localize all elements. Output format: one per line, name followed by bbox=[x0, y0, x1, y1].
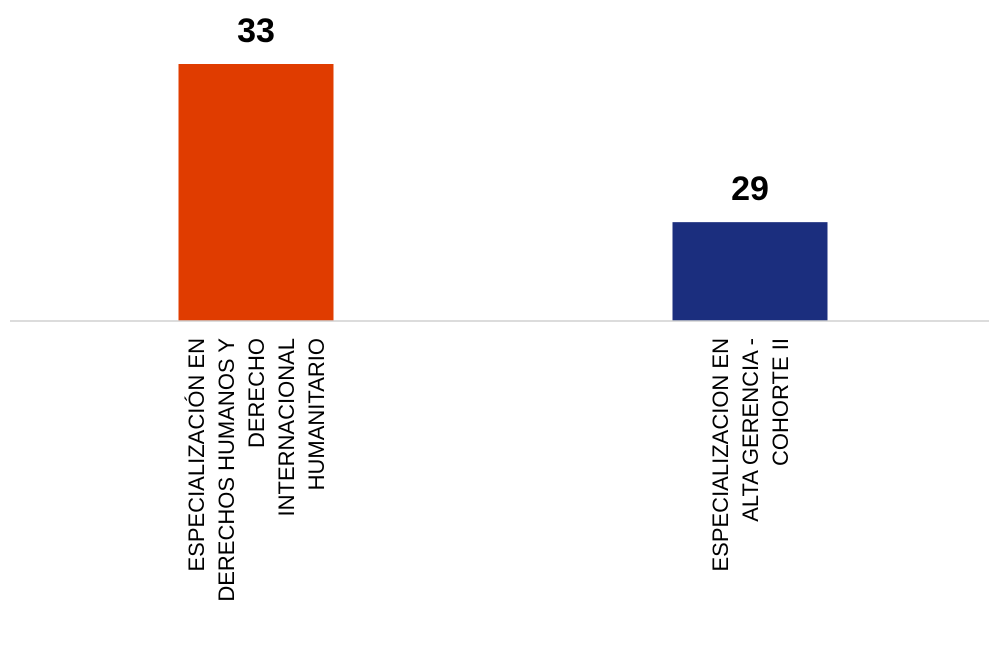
category-label-2: ESPECIALIZACION EN ALTA GERENCIA - COHORTE… bbox=[708, 338, 793, 572]
category-label-line: DERECHO bbox=[244, 338, 269, 448]
value-label-1: 33 bbox=[237, 12, 275, 50]
value-labels-group: 33 29 bbox=[237, 12, 769, 208]
category-label-line: ESPECIALIZACION EN bbox=[708, 338, 733, 572]
bar-1 bbox=[178, 64, 334, 321]
bar-2 bbox=[672, 222, 828, 321]
category-label-line: HUMANITARIO bbox=[304, 338, 329, 490]
bars-group bbox=[178, 64, 828, 321]
category-label-1: ESPECIALIZACIÓN EN DERECHOS HUMANOS Y DERE… bbox=[184, 338, 329, 602]
category-labels-group: ESPECIALIZACIÓN EN DERECHOS HUMANOS Y DERE… bbox=[184, 338, 793, 602]
category-label-line: DERECHOS HUMANOS Y bbox=[214, 338, 239, 602]
category-label-line: INTERNACIONAL bbox=[274, 338, 299, 516]
category-label-line: ALTA GERENCIA - bbox=[738, 338, 763, 522]
value-label-2: 29 bbox=[731, 170, 769, 208]
category-label-line: ESPECIALIZACIÓN EN bbox=[184, 338, 209, 572]
category-label-line: COHORTE II bbox=[768, 338, 793, 466]
